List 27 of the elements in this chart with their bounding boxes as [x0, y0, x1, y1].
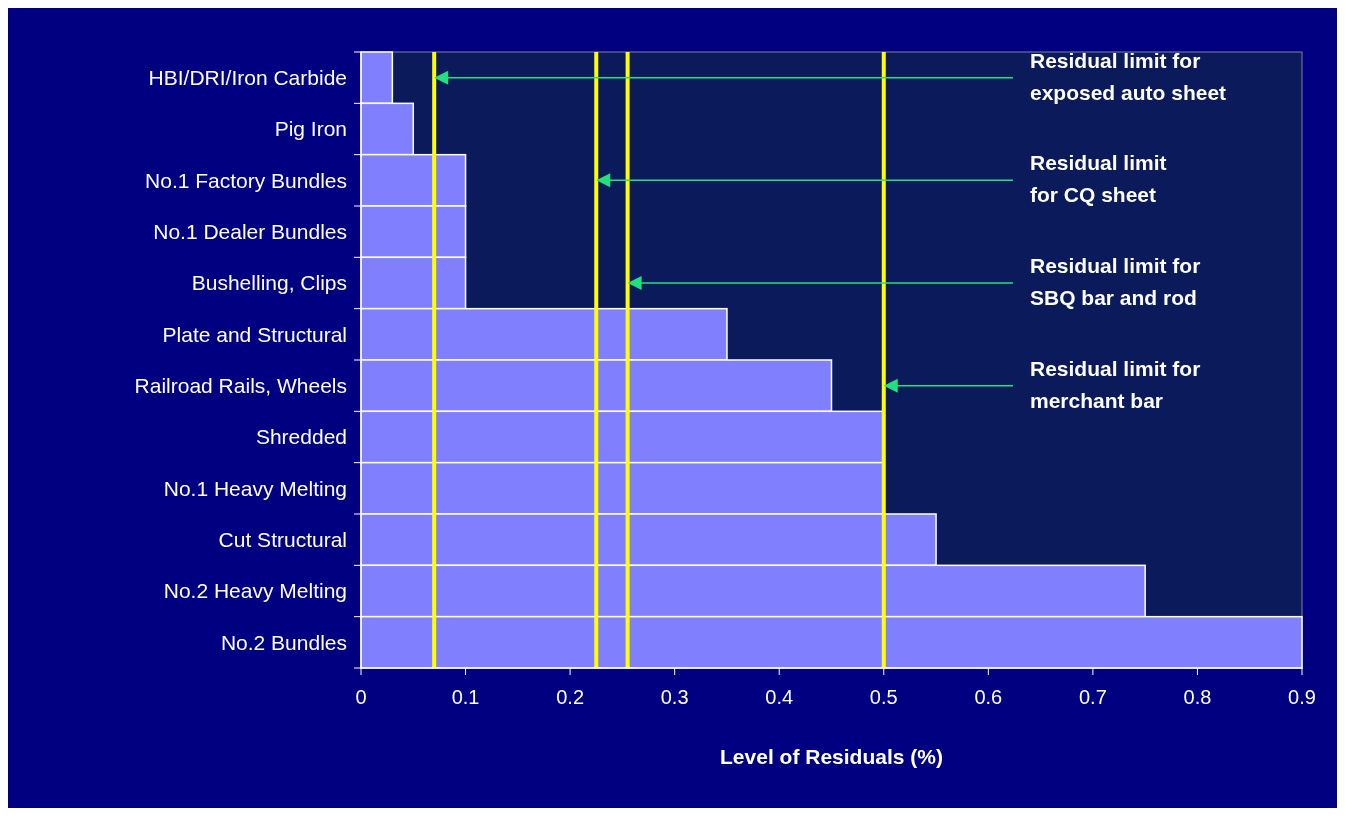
annotation: Residual limit for merchant bar — [1030, 356, 1201, 412]
y-tick-label: Shredded — [255, 425, 347, 449]
y-tick-label: Bushelling, Clips — [191, 271, 347, 295]
y-tick-label: No.1 Factory Bundles — [145, 168, 347, 192]
x-tick-label: 0.5 — [869, 686, 898, 708]
y-tick-label: No.2 Bundles — [220, 630, 347, 654]
x-tick-label: 0.1 — [451, 686, 480, 708]
annotation: Residual limit for CQ sheet — [1030, 151, 1167, 207]
y-tick-label: No.1 Dealer Bundles — [153, 220, 347, 244]
x-tick-label: 0.2 — [556, 686, 585, 708]
annotation: Residual limit for exposed auto sheet — [1030, 48, 1227, 104]
y-tick-label: Railroad Rails, Wheels — [134, 374, 347, 398]
x-tick-label: 0.4 — [765, 686, 794, 708]
y-tick-label: No.1 Heavy Melting — [163, 476, 347, 500]
y-tick-label: Pig Iron — [274, 117, 347, 141]
x-tick-label: 0.7 — [1078, 686, 1107, 708]
x-tick-label: 0.6 — [974, 686, 1003, 708]
x-tick-label: 0 — [355, 686, 367, 708]
y-tick-label: HBI/DRI/Iron Carbide — [148, 66, 347, 90]
x-axis-title: Level of Residuals (%) — [720, 745, 943, 768]
y-tick-label: No.2 Heavy Melting — [163, 579, 347, 603]
y-tick-label: Cut Structural — [218, 528, 347, 552]
y-tick-label: Plate and Structural — [162, 322, 347, 346]
x-tick-label: 0.9 — [1288, 686, 1316, 708]
x-tick-label: 0.3 — [660, 686, 689, 708]
annotation: Residual limit for SBQ bar and rod — [1030, 254, 1201, 309]
x-tick-label: 0.8 — [1183, 686, 1212, 708]
